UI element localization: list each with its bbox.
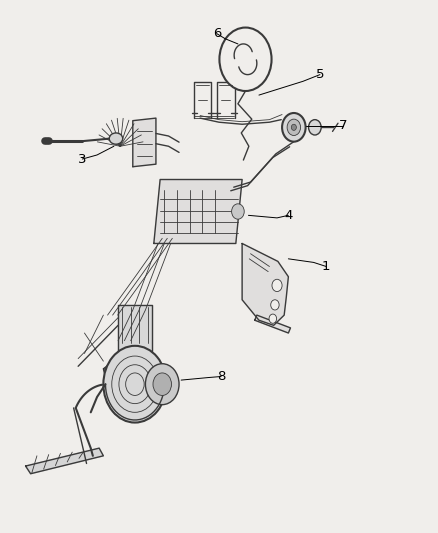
Circle shape [308, 119, 321, 135]
Polygon shape [255, 315, 290, 333]
Circle shape [291, 124, 297, 131]
Text: 8: 8 [217, 370, 225, 383]
Text: 7: 7 [339, 119, 347, 132]
Polygon shape [118, 305, 152, 351]
Text: 4: 4 [284, 209, 293, 222]
Circle shape [145, 364, 179, 405]
Circle shape [219, 28, 272, 91]
Polygon shape [103, 356, 122, 376]
Circle shape [287, 119, 300, 135]
Circle shape [271, 300, 279, 310]
Text: 1: 1 [322, 260, 331, 273]
Circle shape [103, 346, 166, 423]
Circle shape [282, 113, 306, 142]
Text: 6: 6 [213, 27, 221, 40]
Circle shape [272, 279, 282, 292]
Polygon shape [242, 244, 288, 325]
Text: 5: 5 [316, 68, 324, 81]
Text: 3: 3 [78, 152, 87, 166]
Circle shape [153, 373, 172, 395]
Polygon shape [133, 118, 156, 167]
Circle shape [269, 314, 277, 324]
Ellipse shape [109, 133, 123, 144]
Circle shape [232, 204, 244, 219]
Polygon shape [25, 448, 103, 474]
Polygon shape [154, 180, 242, 244]
